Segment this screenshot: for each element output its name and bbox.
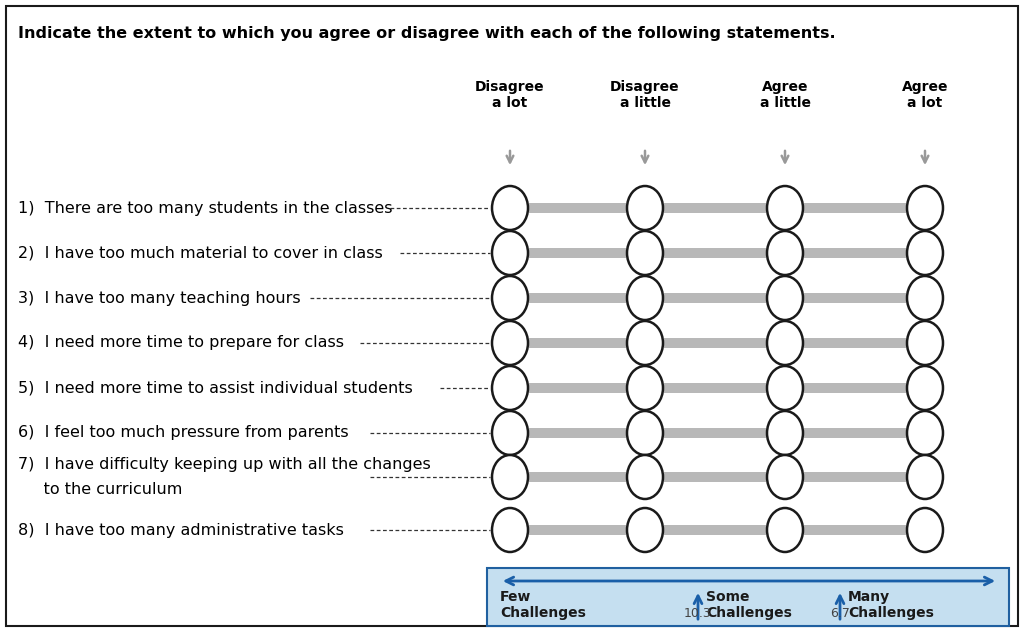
Bar [804, 428, 906, 438]
Bar [664, 472, 766, 482]
Text: 6.7: 6.7 [830, 607, 850, 620]
Ellipse shape [767, 411, 803, 455]
Text: 5)  I need more time to assist individual students: 5) I need more time to assist individual… [18, 380, 413, 396]
Text: 2)  I have too much material to cover in class: 2) I have too much material to cover in … [18, 245, 383, 260]
Bar [664, 338, 766, 348]
Bar [487, 568, 1009, 626]
Text: Agree
a lot: Agree a lot [902, 80, 948, 110]
Text: Indicate the extent to which you agree or disagree with each of the following st: Indicate the extent to which you agree o… [18, 26, 836, 41]
Bar [529, 428, 626, 438]
Bar [664, 203, 766, 213]
Bar [664, 525, 766, 535]
Ellipse shape [627, 508, 663, 552]
Ellipse shape [907, 508, 943, 552]
Ellipse shape [907, 186, 943, 230]
Bar [664, 428, 766, 438]
Ellipse shape [492, 321, 528, 365]
Bar [529, 383, 626, 393]
Bar [804, 472, 906, 482]
Bar [664, 383, 766, 393]
Ellipse shape [907, 455, 943, 499]
Ellipse shape [627, 411, 663, 455]
Text: 7)  I have difficulty keeping up with all the changes: 7) I have difficulty keeping up with all… [18, 458, 431, 473]
Ellipse shape [767, 455, 803, 499]
Ellipse shape [492, 186, 528, 230]
Bar [529, 203, 626, 213]
Ellipse shape [627, 186, 663, 230]
Text: 1)  There are too many students in the classes: 1) There are too many students in the cl… [18, 200, 392, 216]
Ellipse shape [492, 455, 528, 499]
Ellipse shape [767, 231, 803, 275]
Bar [664, 293, 766, 303]
Text: Disagree
a little: Disagree a little [610, 80, 680, 110]
Ellipse shape [627, 455, 663, 499]
Ellipse shape [907, 231, 943, 275]
Ellipse shape [767, 508, 803, 552]
Ellipse shape [627, 276, 663, 320]
Bar [804, 293, 906, 303]
Ellipse shape [627, 366, 663, 410]
Text: 3)  I have too many teaching hours: 3) I have too many teaching hours [18, 291, 301, 305]
Bar [804, 203, 906, 213]
Bar [529, 293, 626, 303]
Ellipse shape [492, 276, 528, 320]
Ellipse shape [492, 508, 528, 552]
Ellipse shape [767, 321, 803, 365]
Ellipse shape [627, 321, 663, 365]
Bar [804, 383, 906, 393]
Ellipse shape [492, 411, 528, 455]
Bar [529, 525, 626, 535]
Text: 4)  I need more time to prepare for class: 4) I need more time to prepare for class [18, 336, 344, 351]
Text: Few
Challenges: Few Challenges [500, 590, 586, 620]
Text: 8)  I have too many administrative tasks: 8) I have too many administrative tasks [18, 523, 344, 537]
Bar [529, 338, 626, 348]
Text: 10.3: 10.3 [684, 607, 712, 620]
Text: to the curriculum: to the curriculum [18, 482, 182, 497]
Ellipse shape [907, 276, 943, 320]
Text: Many
Challenges: Many Challenges [848, 590, 934, 620]
Bar [529, 248, 626, 258]
Bar [529, 472, 626, 482]
Ellipse shape [492, 366, 528, 410]
Ellipse shape [767, 186, 803, 230]
Bar [804, 525, 906, 535]
Text: 6)  I feel too much pressure from parents: 6) I feel too much pressure from parents [18, 425, 348, 441]
Ellipse shape [767, 276, 803, 320]
Ellipse shape [492, 231, 528, 275]
Bar [804, 248, 906, 258]
Text: Disagree
a lot: Disagree a lot [475, 80, 545, 110]
Ellipse shape [627, 231, 663, 275]
Bar [664, 248, 766, 258]
Ellipse shape [767, 366, 803, 410]
Ellipse shape [907, 321, 943, 365]
Text: Some
Challenges: Some Challenges [706, 590, 792, 620]
Ellipse shape [907, 411, 943, 455]
Text: Agree
a little: Agree a little [760, 80, 811, 110]
Bar [804, 338, 906, 348]
Ellipse shape [907, 366, 943, 410]
